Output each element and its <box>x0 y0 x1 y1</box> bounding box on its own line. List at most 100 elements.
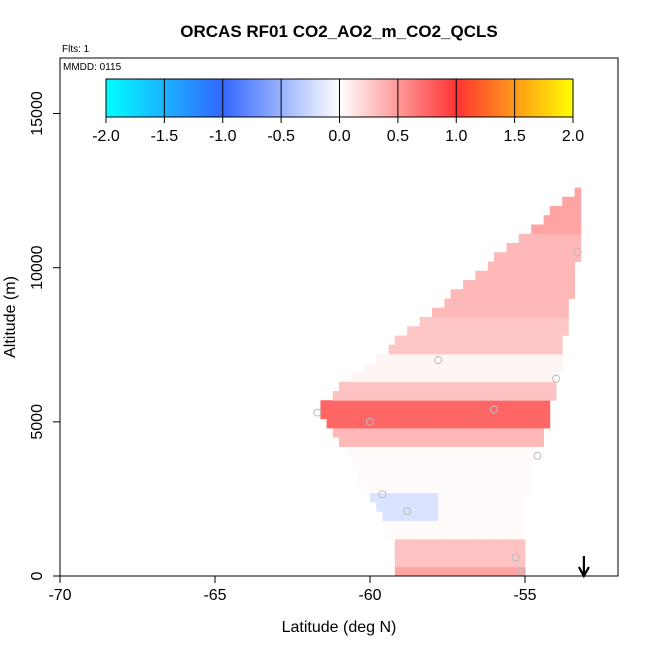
heatmap-cell <box>401 381 408 392</box>
heatmap-cell <box>568 215 575 225</box>
heatmap-cell <box>450 409 458 420</box>
heatmap-cell <box>475 381 482 392</box>
heatmap-cell <box>475 335 482 346</box>
heatmap-cell <box>574 224 582 235</box>
heatmap-cell <box>500 437 507 447</box>
heatmap-cell <box>382 483 389 494</box>
heatmap-cell <box>351 437 358 447</box>
heatmap-cell <box>339 428 346 438</box>
heatmap-cell <box>432 539 439 549</box>
arrow-marker <box>577 556 590 579</box>
heatmap-cell <box>394 474 402 484</box>
heatmap-cell <box>345 409 352 420</box>
heatmap-cell <box>512 483 520 494</box>
heatmap-cell <box>438 446 445 457</box>
heatmap-cell <box>438 437 445 447</box>
heatmap-cell <box>394 548 402 558</box>
heatmap-cell <box>512 344 520 355</box>
heatmap-cell <box>518 233 526 244</box>
heatmap-cell <box>432 446 439 457</box>
heatmap-cell <box>401 344 408 355</box>
heatmap-cell <box>432 428 439 438</box>
heatmap-cell <box>556 252 563 262</box>
heatmap-cell <box>556 206 563 216</box>
date-label: MMDD: 0115 <box>63 62 122 73</box>
heatmap-cell <box>525 335 532 346</box>
heatmap-cell <box>568 233 575 244</box>
heatmap-cell <box>500 307 507 318</box>
heatmap-cell <box>438 381 445 392</box>
heatmap-cell <box>562 215 569 225</box>
heatmap-cell <box>463 557 470 568</box>
heatmap-cell <box>562 270 569 281</box>
heatmap-cell <box>463 446 470 457</box>
heatmap-cell <box>382 418 389 429</box>
heatmap-cell <box>456 474 464 484</box>
heatmap-cell <box>469 465 476 475</box>
heatmap-cell <box>537 437 544 447</box>
heatmap-cell <box>456 548 464 558</box>
heatmap-cell <box>518 298 526 309</box>
heatmap-cell <box>531 224 538 235</box>
heatmap-cell <box>500 363 507 373</box>
heatmap-cell <box>394 511 402 521</box>
heatmap-cell <box>407 492 414 503</box>
heatmap-cell <box>512 243 520 253</box>
heatmap-cell <box>494 465 501 475</box>
heatmap-cell <box>456 566 464 577</box>
heatmap-cell <box>512 428 520 438</box>
heatmap-cell <box>487 363 495 373</box>
heatmap-cell <box>370 400 377 410</box>
heatmap-cell <box>487 270 495 281</box>
heatmap-cell <box>481 474 489 484</box>
heatmap-cell <box>487 492 495 503</box>
heatmap-cell <box>456 317 464 327</box>
heatmap-cell <box>463 409 470 420</box>
heatmap-cell <box>506 455 513 466</box>
heatmap-cell <box>388 437 396 447</box>
heatmap-cell <box>401 566 408 577</box>
heatmap-cell <box>500 400 507 410</box>
heatmap-cell <box>525 252 532 262</box>
heatmap-cell <box>525 372 532 383</box>
heatmap-cell <box>345 428 352 438</box>
heatmap-cell <box>432 529 439 540</box>
heatmap-cell <box>518 474 526 484</box>
heatmap-cell <box>413 428 420 438</box>
heatmap-cell <box>456 455 464 466</box>
heatmap-cell <box>518 381 526 392</box>
heatmap-cell <box>475 557 482 568</box>
heatmap-cell <box>339 409 346 420</box>
heatmap-cell <box>518 270 526 281</box>
heatmap-cell <box>351 446 358 457</box>
heatmap-cell <box>419 344 427 355</box>
heatmap-cell <box>450 335 458 346</box>
heatmap-cell <box>425 483 433 494</box>
heatmap-cell <box>518 428 526 438</box>
heatmap-cell <box>500 409 507 420</box>
heatmap-cell <box>494 252 501 262</box>
heatmap-cell <box>506 465 513 475</box>
heatmap-cell <box>500 502 507 512</box>
heatmap-cell <box>450 418 458 429</box>
heatmap-cell <box>537 270 544 281</box>
heatmap-cell <box>419 511 427 521</box>
heatmap-cell <box>469 326 476 336</box>
heatmap-cell <box>562 206 569 216</box>
heatmap-cell <box>518 502 526 512</box>
heatmap-cell <box>438 363 445 373</box>
heatmap-cell <box>394 335 402 346</box>
heatmap-cell <box>531 344 538 355</box>
heatmap-cell <box>444 520 451 531</box>
heatmap-cell <box>444 344 451 355</box>
heatmap-cell <box>407 372 414 383</box>
heatmap-cell <box>345 446 352 457</box>
heatmap-cell <box>506 400 513 410</box>
heatmap-cell <box>506 511 513 521</box>
heatmap-cell <box>531 381 538 392</box>
heatmap-cell <box>531 428 538 438</box>
heatmap-cell <box>500 474 507 484</box>
heatmap-cell <box>407 455 414 466</box>
heatmap-cell <box>518 566 526 577</box>
heatmap-cell <box>556 335 563 346</box>
